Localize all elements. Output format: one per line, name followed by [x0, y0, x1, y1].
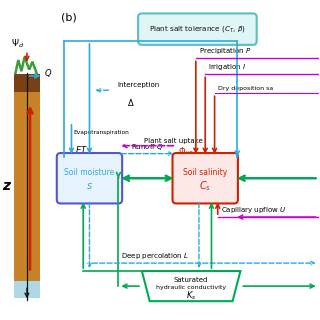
- FancyBboxPatch shape: [138, 13, 257, 45]
- Text: Capillary upflow $U$: Capillary upflow $U$: [221, 205, 286, 215]
- Text: $\Delta$: $\Delta$: [127, 97, 135, 108]
- Text: z: z: [2, 179, 11, 193]
- Text: $C_s$: $C_s$: [199, 179, 211, 193]
- Text: Deep percolation $L$: Deep percolation $L$: [121, 251, 188, 261]
- Text: Soil moisture: Soil moisture: [64, 168, 115, 177]
- Bar: [14, 74, 40, 92]
- Polygon shape: [142, 271, 240, 301]
- FancyBboxPatch shape: [57, 153, 122, 204]
- Text: Plant salt uptake: Plant salt uptake: [144, 138, 203, 144]
- Text: $K_s$: $K_s$: [186, 290, 196, 302]
- Text: $s$: $s$: [86, 181, 93, 191]
- Text: Runoff $Q$: Runoff $Q$: [131, 142, 164, 152]
- Text: Soil salinity: Soil salinity: [183, 168, 227, 177]
- Text: Dry deposition sa: Dry deposition sa: [218, 86, 273, 91]
- Text: $\Phi_{UP}$: $\Phi_{UP}$: [178, 146, 194, 158]
- FancyBboxPatch shape: [172, 153, 238, 204]
- Text: $ET$: $ET$: [75, 144, 88, 155]
- Text: Q: Q: [45, 69, 52, 78]
- Text: Interception: Interception: [118, 82, 160, 88]
- Text: $\Psi_d$: $\Psi_d$: [11, 38, 24, 51]
- Text: (b): (b): [60, 12, 76, 22]
- Text: Irrigation $I$: Irrigation $I$: [208, 62, 246, 72]
- Bar: [14, 281, 40, 298]
- Text: Saturated: Saturated: [174, 277, 208, 283]
- Text: Precipitation $P$: Precipitation $P$: [199, 46, 252, 56]
- Text: hydraulic conductivity: hydraulic conductivity: [156, 285, 226, 290]
- Text: Plant salt tolerance ($C_T$, $\beta$): Plant salt tolerance ($C_T$, $\beta$): [149, 24, 246, 34]
- Text: Evapotranspiration: Evapotranspiration: [73, 130, 129, 135]
- Bar: [14, 92, 40, 281]
